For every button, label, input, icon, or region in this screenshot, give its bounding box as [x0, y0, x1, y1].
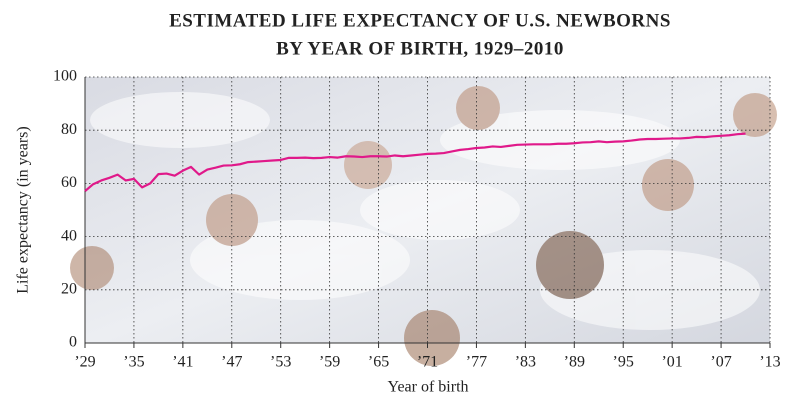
x-tick-label: ’95 [613, 354, 634, 371]
x-tick-label: ’71 [417, 354, 438, 371]
x-tick-label: ’47 [221, 354, 242, 371]
x-tick-label: ’65 [368, 354, 389, 371]
y-tick-label: 20 [61, 280, 77, 297]
x-tick-label: ’13 [759, 354, 780, 371]
x-tick-label: ’89 [564, 354, 585, 371]
y-tick-label: 60 [61, 174, 77, 191]
x-tick-label: ’41 [172, 354, 193, 371]
x-tick-label: ’01 [661, 354, 682, 371]
x-tick-label: ’29 [74, 354, 95, 371]
x-tick-label: ’83 [515, 354, 536, 371]
y-axis-label: Life expectancy (in years) [15, 126, 32, 293]
x-tick-label: ’59 [319, 354, 340, 371]
chart: ESTIMATED LIFE EXPECTANCY OF U.S. NEWBOR… [0, 0, 788, 401]
x-tick-label: ’07 [710, 354, 731, 371]
y-tick-label: 100 [53, 68, 77, 85]
x-tick-label: ’77 [466, 354, 487, 371]
y-tick-label: 0 [69, 334, 77, 351]
x-tick-label: ’35 [123, 354, 144, 371]
x-axis-label: Year of birth [387, 379, 468, 396]
x-tick-label: ’53 [270, 354, 291, 371]
chart-title: BY YEAR OF BIRTH, 1929–2010 [276, 38, 564, 59]
y-tick-label: 80 [61, 121, 77, 138]
y-tick-label: 40 [61, 227, 77, 244]
chart-title: ESTIMATED LIFE EXPECTANCY OF U.S. NEWBOR… [169, 10, 671, 31]
